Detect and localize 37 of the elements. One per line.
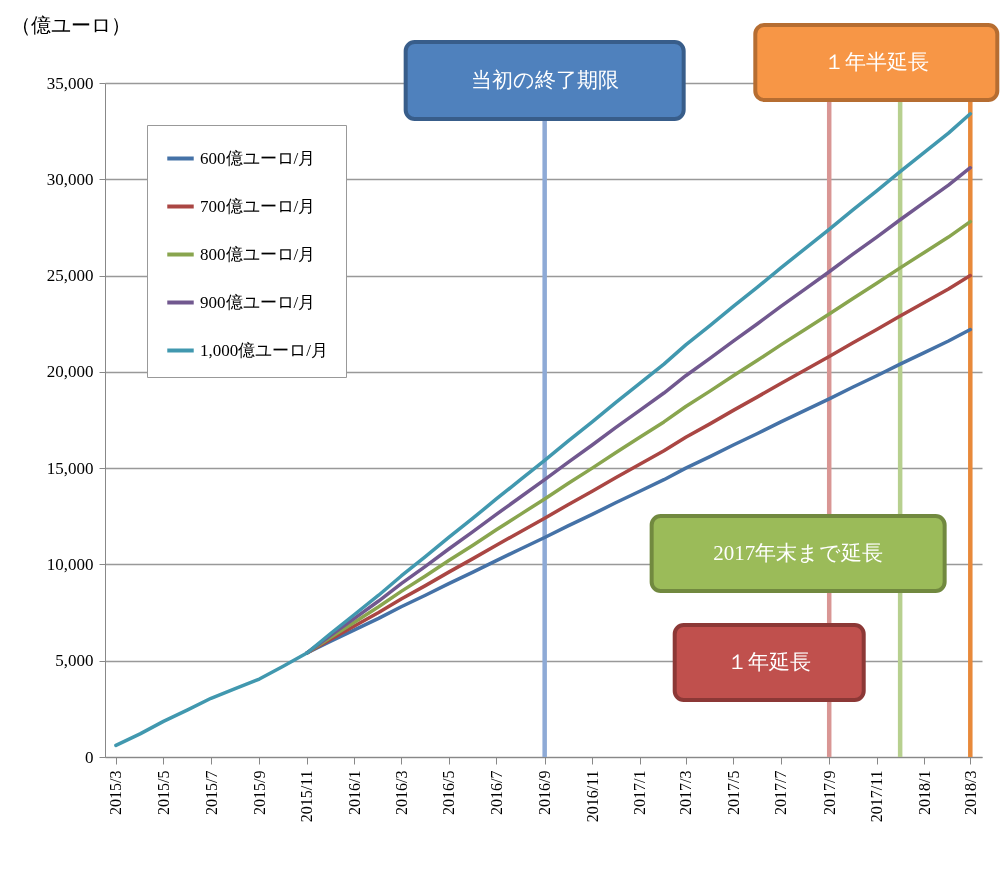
x-tick-label: 2015/3 bbox=[107, 770, 125, 815]
x-tick-label: 2015/5 bbox=[154, 770, 172, 815]
x-tick-label: 2015/9 bbox=[250, 770, 268, 815]
x-tick-label: 2016/5 bbox=[440, 770, 458, 815]
x-tick-label: 2017/5 bbox=[724, 770, 742, 815]
y-tick-label: 35,000 bbox=[46, 73, 94, 93]
legend-label: 900億ユーロ/月 bbox=[200, 292, 316, 312]
x-tick-label: 2017/9 bbox=[820, 770, 838, 815]
legend-label: 800億ユーロ/月 bbox=[200, 244, 316, 264]
x-tick-label: 2016/1 bbox=[345, 770, 363, 815]
ref-line-label: １年半延長 bbox=[823, 49, 929, 74]
legend-label: 1,000億ユーロ/月 bbox=[200, 340, 328, 360]
ref-line-label: 2017年末まで延長 bbox=[713, 540, 884, 565]
y-tick-label: 25,000 bbox=[46, 266, 94, 286]
legend-label: 600億ユーロ/月 bbox=[200, 148, 316, 168]
x-tick-label: 2016/3 bbox=[392, 770, 410, 815]
x-tick-label: 2017/7 bbox=[772, 770, 790, 815]
y-tick-label: 0 bbox=[85, 747, 94, 767]
legend-label: 700億ユーロ/月 bbox=[200, 196, 316, 216]
x-tick-label: 2017/3 bbox=[677, 770, 695, 815]
y-tick-label: 30,000 bbox=[46, 169, 94, 189]
x-tick-label: 2016/7 bbox=[487, 770, 505, 815]
x-tick-label: 2018/1 bbox=[915, 770, 933, 815]
y-tick-label: 10,000 bbox=[46, 554, 94, 574]
y-tick-label: 15,000 bbox=[46, 458, 94, 478]
ref-line-label: １年延長 bbox=[727, 649, 812, 674]
x-tick-label: 2018/3 bbox=[961, 770, 979, 815]
ref-line-label: 当初の終了期限 bbox=[470, 67, 619, 92]
x-tick-label: 2016/9 bbox=[536, 770, 554, 815]
x-tick-label: 2017/1 bbox=[631, 770, 649, 815]
x-tick-label: 2017/11 bbox=[868, 770, 886, 823]
x-tick-label: 2015/7 bbox=[202, 770, 220, 815]
x-tick-label: 2016/11 bbox=[583, 770, 601, 823]
y-tick-label: 5,000 bbox=[55, 651, 94, 671]
y-tick-label: 20,000 bbox=[46, 362, 94, 382]
x-tick-label: 2015/11 bbox=[298, 770, 316, 823]
y-axis-title: （億ユーロ） bbox=[10, 13, 131, 36]
